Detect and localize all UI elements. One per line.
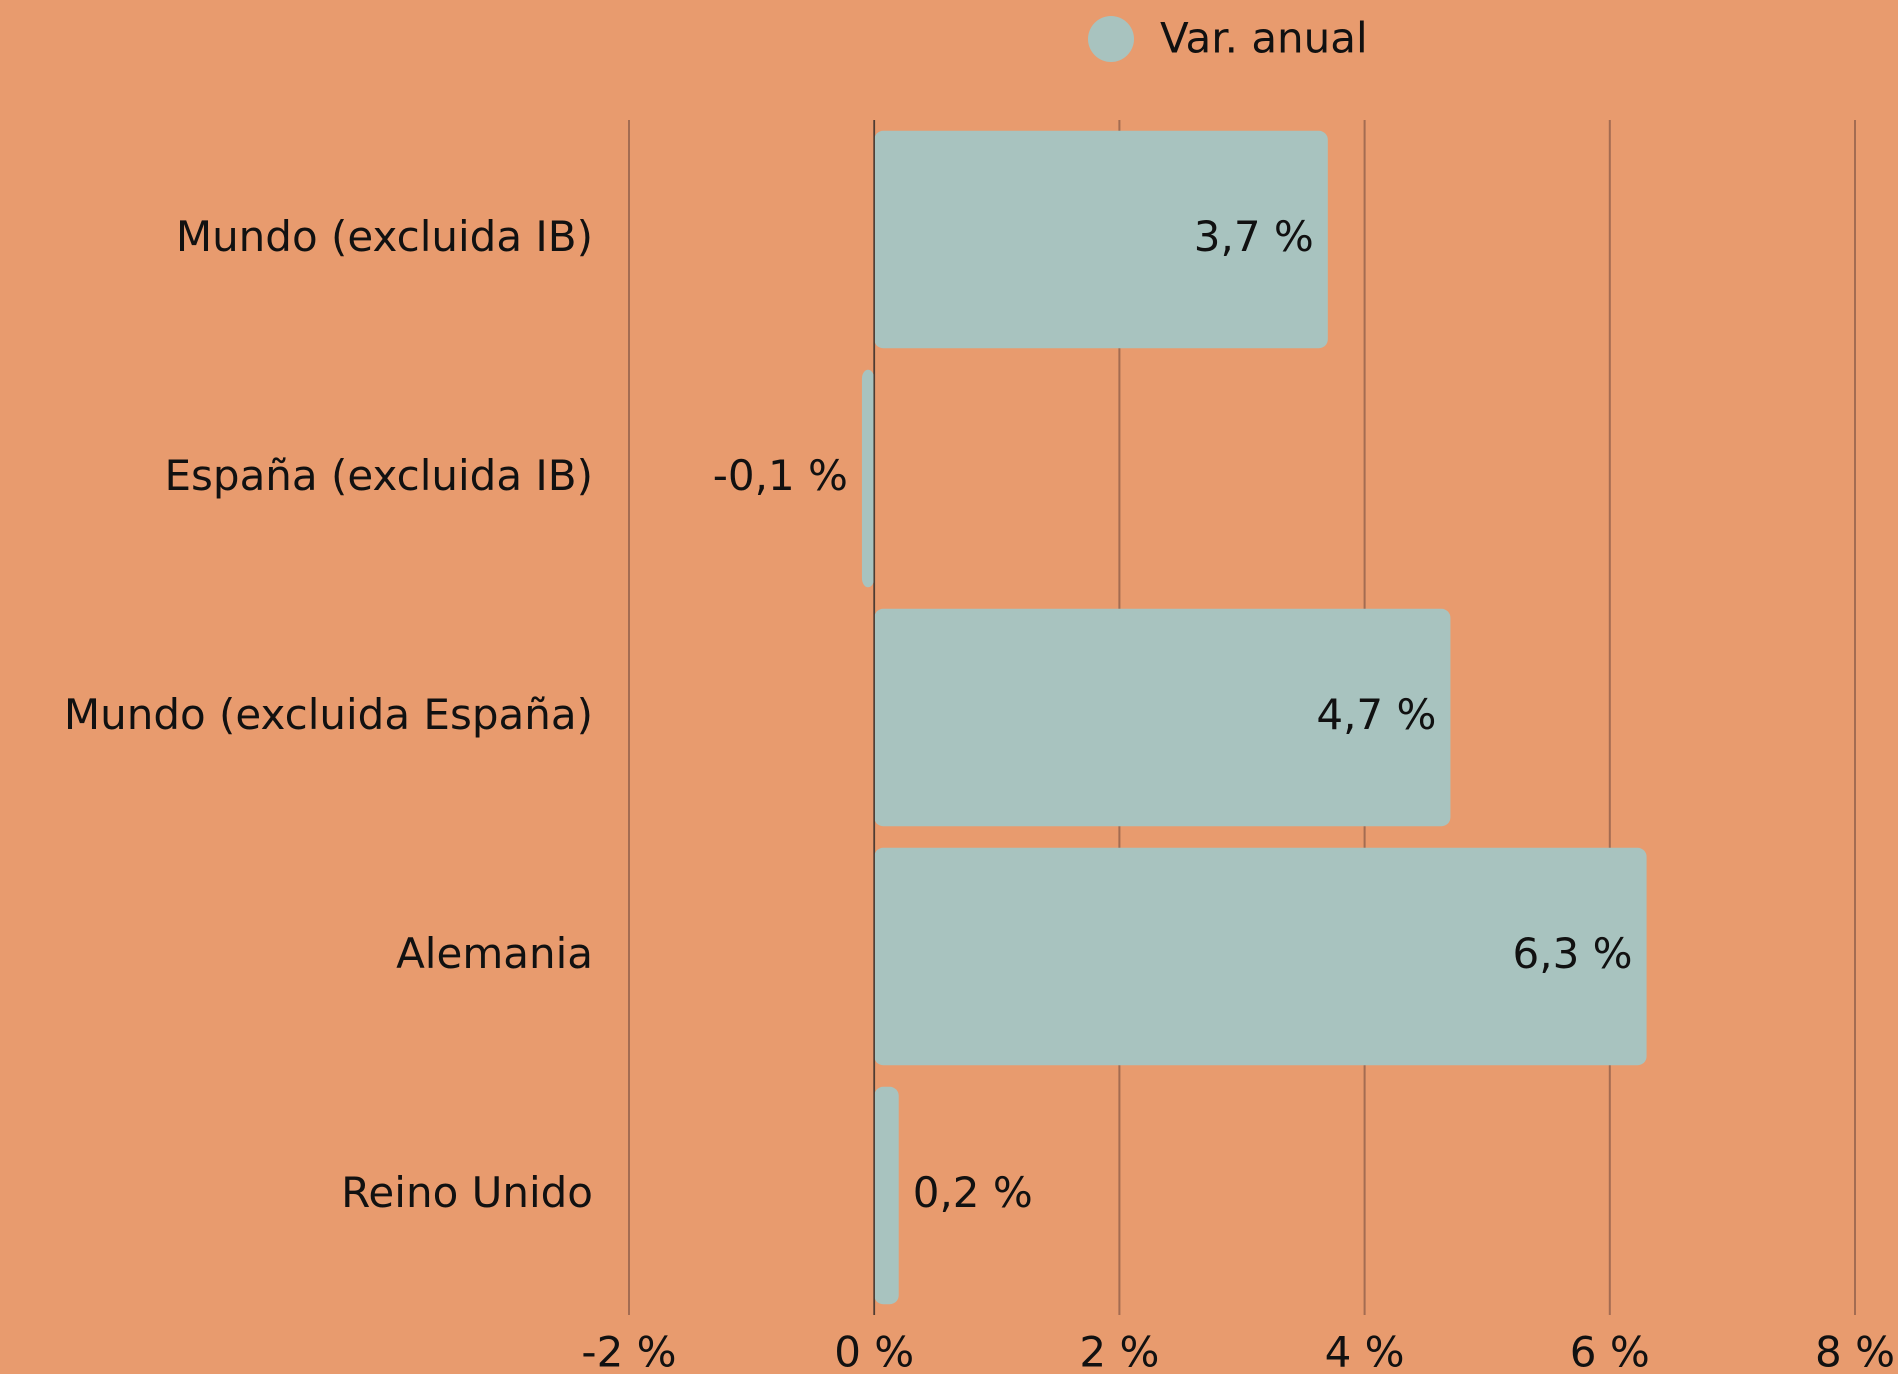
value-label: 3,7 % — [1194, 212, 1314, 261]
y-tick-label: Reino Unido — [341, 1168, 593, 1217]
legend-label: Var. anual — [1160, 14, 1368, 63]
y-tick-label: Mundo (excluida IB) — [176, 212, 593, 261]
x-tick-label: 4 % — [1325, 1328, 1405, 1374]
bar — [874, 608, 1451, 827]
value-label: 0,2 % — [913, 1168, 1033, 1217]
x-tick-label: 2 % — [1079, 1328, 1159, 1374]
x-tick-label: 8 % — [1815, 1328, 1895, 1374]
value-label: 6,3 % — [1513, 929, 1633, 978]
bar — [874, 1086, 899, 1305]
legend-marker — [1088, 16, 1134, 62]
x-tick-label: 6 % — [1570, 1328, 1650, 1374]
bar — [874, 130, 1328, 349]
y-tick-label: Mundo (excluida España) — [64, 690, 593, 739]
y-tick-label: Alemania — [396, 929, 593, 978]
x-tick-label: -2 % — [581, 1328, 676, 1374]
value-label: 4,7 % — [1316, 690, 1436, 739]
bar — [861, 369, 875, 588]
bar — [874, 847, 1647, 1066]
value-label: -0,1 % — [713, 451, 848, 500]
x-tick-label: 0 % — [834, 1328, 914, 1374]
y-tick-label: España (excluida IB) — [164, 451, 593, 500]
